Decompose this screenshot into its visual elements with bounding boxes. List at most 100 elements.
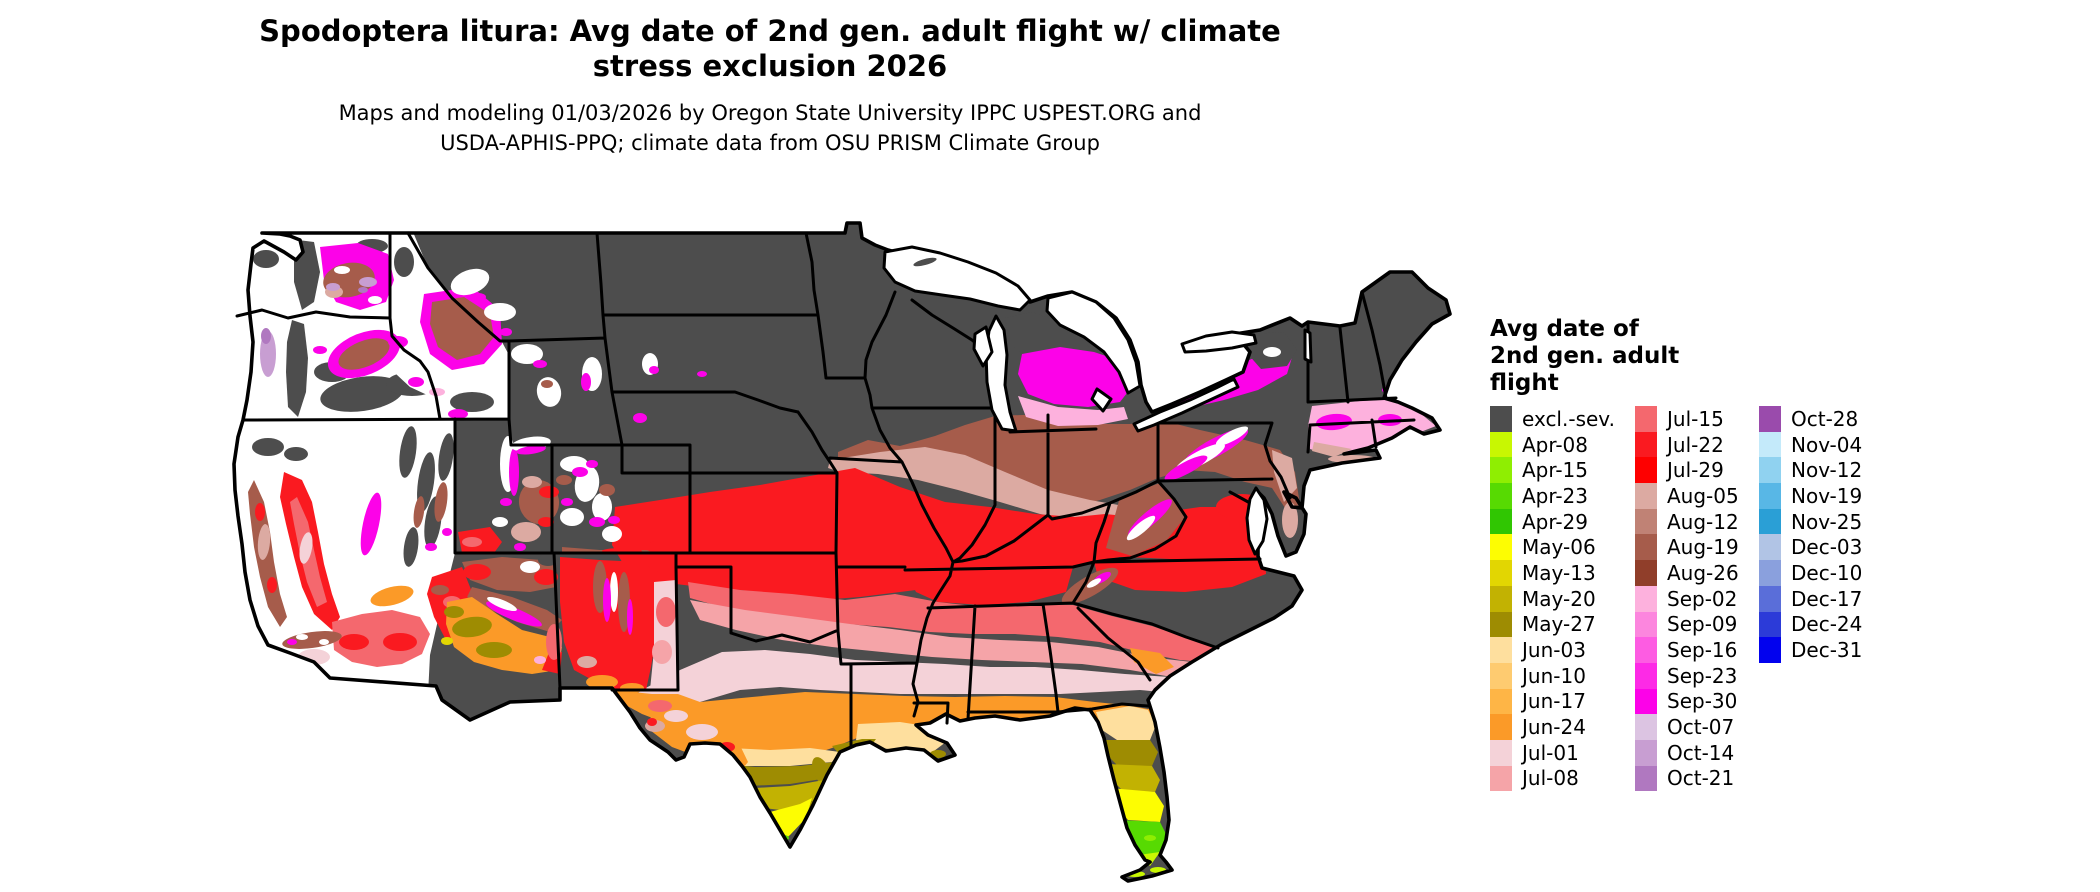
- legend-entry: excl.-sev.: [1490, 406, 1615, 432]
- legend-entry: Nov-19: [1759, 483, 1862, 509]
- legend-entry: Jun-17: [1490, 688, 1615, 715]
- map-subtitle: Maps and modeling 01/03/2026 by Oregon S…: [338, 101, 1202, 155]
- legend-swatch: [1490, 406, 1512, 432]
- legend-label: Oct-21: [1667, 766, 1735, 791]
- legend-swatch: [1759, 457, 1781, 484]
- legend-swatch: [1490, 560, 1512, 586]
- conus-outline: [232, 221, 1452, 883]
- legend-label: Apr-23: [1522, 483, 1588, 508]
- legend-label: Apr-08: [1522, 432, 1588, 457]
- legend-entry: Jun-10: [1490, 662, 1615, 689]
- legend-entry: Apr-29: [1490, 508, 1615, 535]
- legend-entry: Aug-26: [1635, 560, 1739, 586]
- legend-swatch: [1490, 688, 1512, 715]
- legend-swatch: [1635, 534, 1657, 561]
- legend-entry: Aug-05: [1635, 483, 1739, 509]
- legend-swatch: [1759, 637, 1781, 663]
- legend-label: Sep-16: [1667, 638, 1738, 663]
- legend-entry: May-06: [1490, 534, 1615, 561]
- legend-label: May-20: [1522, 586, 1596, 611]
- legend-entry: Aug-19: [1635, 534, 1739, 561]
- legend-entry: May-20: [1490, 585, 1615, 612]
- legend-entry: Jun-03: [1490, 637, 1615, 663]
- legend-label: Aug-05: [1667, 483, 1739, 508]
- legend-entry: Oct-28: [1759, 406, 1862, 432]
- legend-label: excl.-sev.: [1522, 406, 1615, 431]
- great-lakes: [882, 245, 1313, 556]
- legend-swatch: [1635, 457, 1657, 484]
- legend-label: May-06: [1522, 535, 1596, 560]
- legend-entry: Sep-02: [1635, 585, 1739, 612]
- legend-label: Jun-24: [1522, 715, 1586, 740]
- legend-entry: May-27: [1490, 611, 1615, 638]
- legend-label: Nov-25: [1791, 509, 1863, 534]
- legend-label: Apr-29: [1522, 509, 1588, 534]
- legend-swatch: [1490, 585, 1512, 612]
- legend-swatch: [1759, 611, 1781, 638]
- legend-swatch: [1635, 714, 1657, 740]
- legend-label: Jun-10: [1522, 663, 1586, 688]
- legend-label: Jul-15: [1667, 406, 1724, 431]
- legend-label: May-27: [1522, 612, 1596, 637]
- legend-entry: Dec-17: [1759, 585, 1863, 612]
- legend-swatch: [1635, 508, 1657, 535]
- legend-swatch: [1635, 560, 1657, 586]
- legend-entry: Dec-31: [1759, 637, 1862, 663]
- legend-label: Dec-10: [1791, 560, 1863, 585]
- legend-swatch: [1490, 431, 1512, 458]
- legend-entry: Jul-15: [1635, 406, 1739, 432]
- legend-label: Apr-15: [1522, 458, 1588, 483]
- legend-label: Sep-09: [1667, 612, 1738, 637]
- legend-label: Dec-24: [1791, 612, 1863, 637]
- legend-swatch: [1635, 406, 1657, 432]
- legend-swatch: [1490, 739, 1512, 766]
- legend-swatch: [1490, 611, 1512, 638]
- legend-column-2: Jul-15 Jul-22 Jul-29 Aug-05 Aug-12 Aug-19 Aug-…: [1635, 406, 1739, 792]
- lake-erie: [1132, 377, 1240, 433]
- legend-swatch: [1759, 406, 1781, 432]
- legend-entry: Sep-16: [1635, 637, 1739, 663]
- legend-swatch: [1635, 637, 1657, 663]
- legend-label: Dec-17: [1791, 586, 1863, 611]
- legend-label: Jun-17: [1522, 689, 1586, 714]
- legend-swatch: [1635, 585, 1657, 612]
- legend-entry: Aug-12: [1635, 508, 1739, 535]
- legend-label: Aug-12: [1667, 509, 1739, 534]
- legend: Avg date of 2nd gen. adult flight excl.-…: [1490, 316, 1910, 792]
- legend-swatch: [1759, 431, 1781, 458]
- legend-entry: Jul-08: [1490, 765, 1615, 792]
- legend-entry: May-13: [1490, 560, 1615, 586]
- legend-swatch: [1635, 662, 1657, 689]
- chesapeake-bay: [1245, 486, 1269, 556]
- legend-entry: Jun-24: [1490, 714, 1615, 740]
- legend-entry: Apr-23: [1490, 483, 1615, 509]
- legend-swatch: [1635, 483, 1657, 509]
- legend-label: Jun-03: [1522, 638, 1586, 663]
- legend-label: Oct-28: [1791, 406, 1859, 431]
- legend-entry: Oct-21: [1635, 765, 1739, 792]
- header: Spodoptera litura: Avg date of 2nd gen. …: [0, 14, 1540, 158]
- legend-swatch: [1759, 483, 1781, 509]
- legend-swatch: [1490, 508, 1512, 535]
- legend-entry: Oct-14: [1635, 739, 1739, 766]
- legend-entry: Apr-08: [1490, 431, 1615, 458]
- legend-swatch: [1490, 637, 1512, 663]
- legend-label: Aug-19: [1667, 535, 1739, 560]
- green-bay: [972, 325, 994, 368]
- legend-swatch: [1635, 765, 1657, 792]
- legend-swatch: [1759, 560, 1781, 586]
- legend-entry: Jul-01: [1490, 739, 1615, 766]
- legend-swatch: [1490, 714, 1512, 740]
- legend-swatch: [1490, 662, 1512, 689]
- legend-label: Dec-31: [1791, 638, 1863, 663]
- legend-entry: Nov-25: [1759, 508, 1863, 535]
- lake-champlain: [1303, 328, 1313, 364]
- legend-swatch: [1635, 739, 1657, 766]
- lake-huron: [1045, 290, 1142, 395]
- legend-label: Aug-26: [1667, 560, 1739, 585]
- legend-label: May-13: [1522, 560, 1596, 585]
- legend-swatch: [1635, 688, 1657, 715]
- legend-entry: Jul-22: [1635, 431, 1739, 458]
- legend-label: Jul-22: [1667, 432, 1724, 457]
